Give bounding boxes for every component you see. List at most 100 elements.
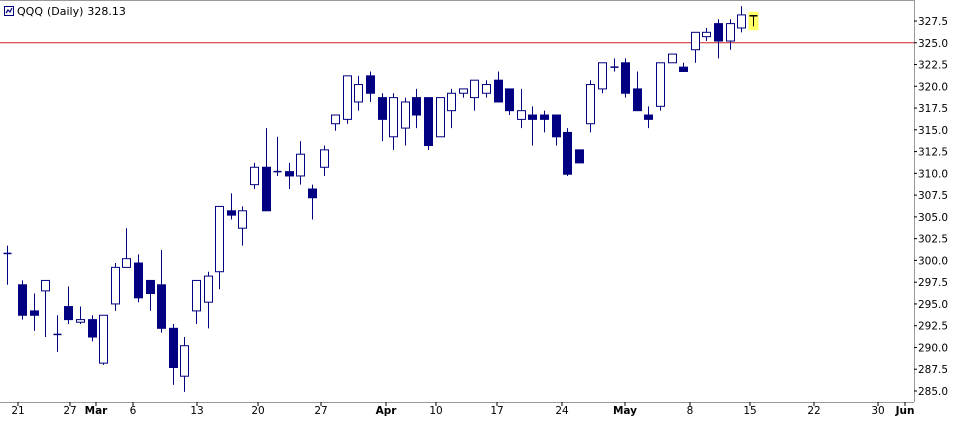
candle	[76, 306, 85, 324]
candle-body-up	[482, 84, 491, 94]
candle	[748, 11, 759, 31]
candle	[691, 31, 700, 63]
y-tick-label: 285.0	[918, 386, 948, 398]
candle-body-down	[285, 171, 294, 177]
y-tick-label: 290.0	[918, 342, 948, 354]
chart-settings-icon[interactable]	[4, 6, 14, 16]
candle-body-up	[204, 275, 213, 303]
candle	[586, 80, 595, 133]
candle-body-up	[726, 23, 735, 42]
candle-body-up	[447, 92, 456, 112]
candle	[528, 106, 537, 146]
candle-body-up	[76, 319, 85, 323]
candle-body-down	[633, 88, 642, 112]
candle-body-up	[656, 62, 665, 107]
x-tick-label: Apr	[376, 405, 398, 417]
candle-body-down	[644, 114, 653, 120]
chart-title-bar: QQQ (Daily) 328.13	[4, 3, 130, 19]
candle	[644, 106, 653, 129]
candle	[238, 206, 247, 246]
candle-body-up	[192, 279, 201, 312]
x-tick-label: 8	[687, 405, 694, 417]
candle	[656, 62, 665, 111]
candle-body-up	[691, 31, 700, 51]
candle	[180, 337, 189, 392]
x-tick-label: 27	[63, 405, 76, 417]
x-axis: 21 27 Mar 6 13 20 27 Apr 10 17 24 May 8 15 22 30 Jun	[11, 402, 914, 417]
candles-group	[3, 6, 759, 392]
candle	[262, 128, 271, 212]
candle-body-down	[494, 79, 503, 103]
candle-body-down	[679, 66, 688, 72]
chart-symbol: QQQ	[17, 4, 43, 18]
y-tick-label: 327.5	[918, 16, 948, 28]
candle-body-up	[586, 84, 595, 125]
candle	[598, 62, 607, 94]
y-tick-label: 297.5	[918, 277, 948, 289]
candle	[192, 279, 201, 324]
y-tick-label: 320.0	[918, 81, 948, 93]
candle	[296, 141, 305, 185]
candle-body-up	[320, 149, 329, 168]
candle	[53, 315, 62, 352]
candle	[668, 53, 677, 64]
candle-body-up	[401, 101, 410, 129]
candle-body-down	[262, 166, 271, 212]
candle	[273, 136, 282, 176]
candle	[714, 19, 723, 59]
candle	[563, 128, 572, 176]
candle-body-up	[598, 62, 607, 90]
candle	[470, 79, 479, 111]
y-axis: 285.0 287.5 290.0 292.5 295.0 297.5 300.0 302.5…	[914, 16, 948, 398]
y-tick-label: 322.5	[918, 60, 948, 72]
chart-last-price: 328.13	[87, 4, 126, 18]
x-tick-label: 13	[190, 405, 203, 417]
x-tick-label: 27	[314, 405, 327, 417]
candle	[517, 88, 526, 129]
candle	[308, 184, 317, 220]
chart-period: (Daily)	[46, 4, 84, 18]
candle-body-down	[540, 114, 549, 120]
candle-body-up	[737, 14, 746, 29]
candle	[157, 249, 166, 333]
candle	[621, 58, 630, 98]
y-tick-label: 312.5	[918, 147, 948, 159]
candle	[354, 75, 363, 111]
candle	[343, 75, 352, 124]
candle	[401, 97, 410, 146]
candle-body-down	[563, 131, 572, 175]
candle-body-down	[227, 210, 236, 216]
x-tick-label: 22	[807, 405, 820, 417]
candle	[702, 27, 711, 42]
candle-body-up	[517, 110, 526, 120]
candle-body-down	[18, 284, 27, 316]
candle	[88, 315, 97, 342]
candle-body-down	[528, 114, 537, 120]
x-tick-label: Mar	[85, 405, 109, 417]
candle	[389, 93, 398, 150]
candle-body-up	[250, 166, 259, 186]
candle-body-up	[215, 205, 224, 273]
candle	[436, 97, 445, 138]
candle	[30, 293, 39, 331]
candle-body-down	[64, 306, 73, 321]
y-tick-label: 292.5	[918, 321, 948, 333]
x-tick-label: Jun	[895, 405, 915, 417]
candle-body-down	[621, 62, 630, 94]
candle	[726, 19, 735, 50]
y-tick-label: 310.0	[918, 168, 948, 180]
candle	[250, 162, 259, 190]
candle-body-down	[575, 149, 584, 164]
candle-body-down	[88, 319, 97, 338]
candle	[204, 271, 213, 329]
x-tick-label: 6	[130, 405, 137, 417]
candle-body-down	[169, 327, 178, 368]
candle	[146, 279, 155, 311]
candle-body-down	[378, 97, 387, 120]
candle-body-up	[668, 53, 677, 64]
candle-body-up	[331, 114, 340, 125]
y-tick-label: 295.0	[918, 299, 948, 311]
x-tick-label: 17	[490, 405, 503, 417]
candle-body-up	[389, 97, 398, 138]
